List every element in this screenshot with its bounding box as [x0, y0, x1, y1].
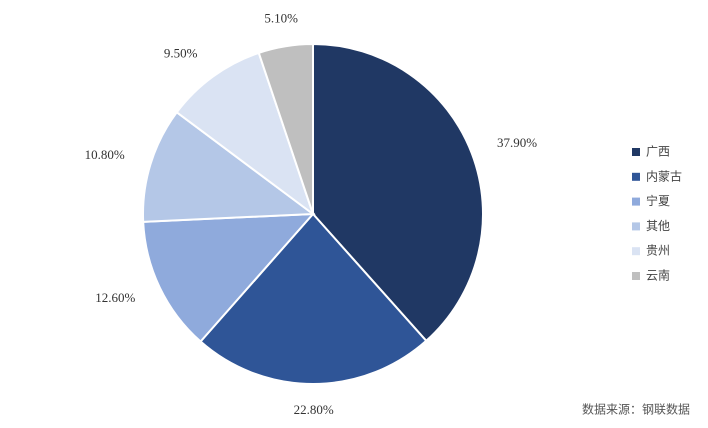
legend-swatch	[632, 247, 640, 256]
legend-label: 内蒙古	[646, 168, 682, 183]
pie-slice	[199, 212, 428, 385]
legend-label: 宁夏	[646, 193, 670, 208]
pie-slice	[312, 42, 484, 343]
pie-slice	[142, 212, 316, 343]
legend-label: 广西	[646, 145, 670, 159]
legend-swatch	[632, 148, 640, 156]
legend-swatch	[632, 197, 640, 206]
legend-swatch	[632, 172, 640, 181]
legend-swatch	[632, 222, 640, 231]
data-label: 10.80%	[85, 147, 125, 162]
data-label: 9.50%	[164, 45, 198, 60]
data-label: 37.90%	[497, 135, 537, 150]
legend-label: 云南	[646, 268, 670, 283]
legend-label: 其他	[646, 219, 670, 233]
legend-label: 贵州	[646, 244, 670, 258]
pie-slice	[142, 110, 316, 223]
pie-slice	[175, 51, 315, 217]
legend-swatch	[632, 272, 640, 280]
data-label: 5.10%	[264, 11, 298, 26]
pie-slice	[257, 42, 314, 215]
data-label: 12.60%	[95, 290, 135, 305]
source-note: 数据来源：钢联数据	[582, 402, 690, 417]
data-label: 22.80%	[294, 402, 334, 417]
